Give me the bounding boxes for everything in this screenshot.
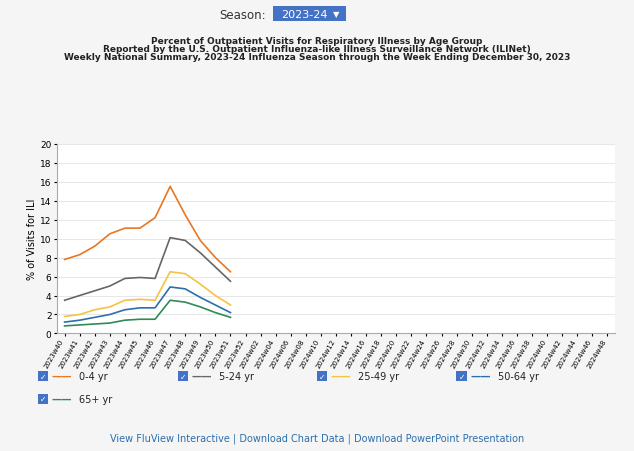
Text: Season:: Season:	[219, 9, 266, 22]
Text: ——: ——	[52, 371, 72, 381]
Y-axis label: % of Visits for ILI: % of Visits for ILI	[27, 198, 37, 280]
Text: ✓: ✓	[40, 394, 46, 403]
Text: 5-24 yr: 5-24 yr	[219, 371, 254, 381]
Text: 2023-24: 2023-24	[281, 9, 328, 20]
Text: 50-64 yr: 50-64 yr	[498, 371, 539, 381]
Text: Percent of Outpatient Visits for Respiratory Illness by Age Group: Percent of Outpatient Visits for Respira…	[152, 37, 482, 46]
Text: ——: ——	[470, 371, 491, 381]
Text: ——: ——	[331, 371, 351, 381]
Text: ✓: ✓	[179, 372, 186, 381]
Text: 65+ yr: 65+ yr	[79, 394, 112, 404]
Text: ——: ——	[191, 371, 212, 381]
Text: Reported by the U.S. Outpatient Influenza-like Illness Surveillance Network (ILI: Reported by the U.S. Outpatient Influenz…	[103, 45, 531, 54]
Text: View FluView Interactive | Download Chart Data | Download PowerPoint Presentatio: View FluView Interactive | Download Char…	[110, 433, 524, 443]
Text: 25-49 yr: 25-49 yr	[358, 371, 399, 381]
Text: ▼: ▼	[333, 10, 339, 19]
Text: ✓: ✓	[458, 372, 465, 381]
Text: 0-4 yr: 0-4 yr	[79, 371, 108, 381]
Text: ——: ——	[52, 394, 72, 404]
Text: ✓: ✓	[40, 372, 46, 381]
Text: Weekly National Summary, 2023-24 Influenza Season through the Week Ending Decemb: Weekly National Summary, 2023-24 Influen…	[64, 53, 570, 62]
Text: ✓: ✓	[319, 372, 325, 381]
